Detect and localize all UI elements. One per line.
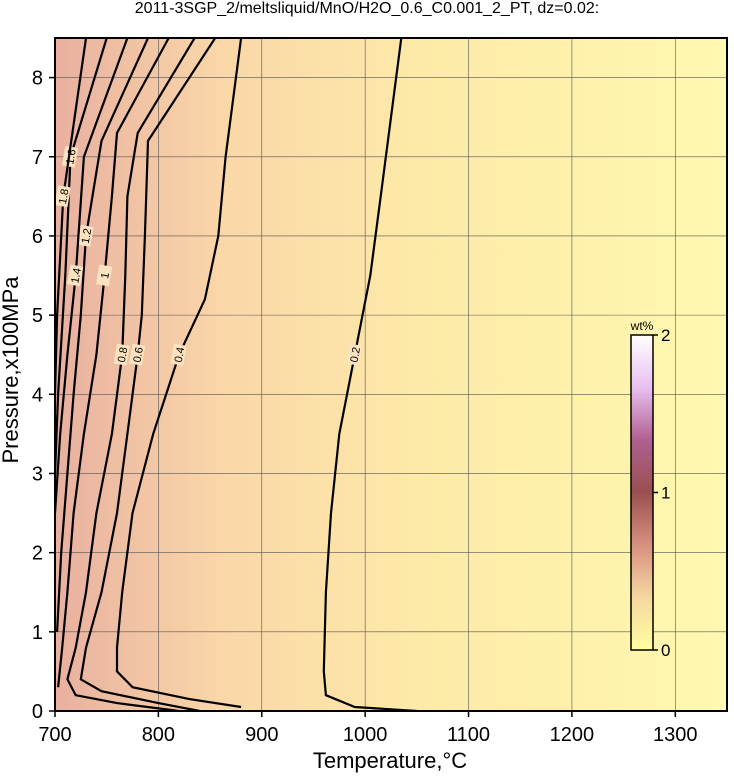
contour-line [115, 38, 243, 709]
contour-line [66, 38, 196, 711]
contour-label-group: 1.8 [55, 185, 71, 208]
x-tick-label: 1100 [447, 724, 490, 746]
y-tick-label: 6 [32, 226, 43, 248]
contour-line [322, 38, 417, 711]
y-tick-label: 7 [32, 147, 43, 169]
contour-label: 0.4 [173, 346, 187, 363]
contour-label: 1 [99, 272, 112, 280]
contour-label: 0.2 [349, 346, 363, 363]
contour-line [55, 38, 108, 474]
plot-frame [54, 37, 728, 712]
contour-line [79, 38, 217, 711]
contour-label-group: 0.6 [129, 343, 146, 366]
contour-line [55, 38, 129, 514]
colorbar-scale [630, 334, 654, 651]
contour-label-bg [129, 343, 146, 366]
colorbar-label: wt% [630, 319, 654, 333]
y-tick-label: 0 [32, 701, 43, 723]
contour-label: 0.6 [131, 346, 145, 363]
contour-label-bg [67, 264, 84, 287]
contour-label-group: 0.2 [346, 343, 363, 366]
contour-label-group: 1.2 [77, 224, 94, 247]
y-tick-label: 5 [32, 305, 43, 327]
y-tick-label: 8 [32, 68, 43, 90]
colorbar: wt% 0 1 2 [630, 319, 671, 660]
contour-label: 1.4 [69, 267, 83, 284]
y-axis-label: Pressure,x100MPa [0, 276, 23, 464]
contour-label-bg [170, 343, 187, 366]
x-axis-label: Temperature,°C [313, 748, 467, 773]
contour-label: 1.2 [80, 228, 94, 245]
x-tick-label: 1000 [343, 724, 388, 746]
contour-line [57, 38, 170, 688]
contour-label-bg [113, 343, 130, 366]
contour-label: 0.8 [116, 346, 130, 363]
y-tick-label: 2 [32, 543, 43, 565]
contour-line [56, 38, 150, 632]
colorbar-tick-label: 1 [661, 484, 670, 503]
chart-title: 2011-3SGP_2/meltsliquid/MnO/H2O_0.6_C0.0… [135, 0, 599, 17]
contour-label-group: 1.4 [67, 264, 84, 287]
plot-background [55, 38, 727, 711]
y-tick-label: 1 [32, 622, 43, 644]
colorbar-tick-label: 0 [661, 641, 670, 660]
contour-label-bg [95, 264, 113, 287]
x-tick-label: 800 [142, 724, 175, 746]
x-tick-label: 1200 [550, 724, 595, 746]
y-tick-label: 4 [32, 384, 43, 406]
y-tick-label: 3 [32, 463, 43, 485]
contour-label-group: 1 [95, 264, 113, 287]
contour-label-group: 0.8 [113, 343, 130, 366]
contour-label: 1.8 [57, 188, 71, 205]
contours: 0.20.40.60.811.21.41.61.8 [55, 38, 417, 711]
contour-label-bg [346, 343, 363, 366]
contour-label-bg [55, 185, 71, 208]
contour-label-group: 0.4 [170, 343, 187, 366]
contour-label-bg [77, 224, 94, 247]
x-tick-label: 700 [38, 724, 71, 746]
contour-line [55, 38, 88, 395]
colorbar-tick-label: 2 [661, 326, 670, 345]
x-tick-label: 1300 [653, 724, 698, 746]
x-tick-label: 900 [245, 724, 278, 746]
